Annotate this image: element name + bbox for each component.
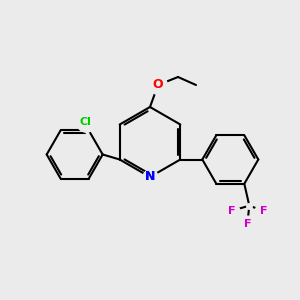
Text: F: F — [260, 206, 267, 216]
Text: F: F — [228, 206, 235, 216]
Text: Cl: Cl — [80, 117, 92, 127]
Text: F: F — [244, 219, 251, 229]
Text: N: N — [145, 170, 155, 184]
Text: N: N — [145, 170, 155, 184]
Text: O: O — [153, 79, 163, 92]
